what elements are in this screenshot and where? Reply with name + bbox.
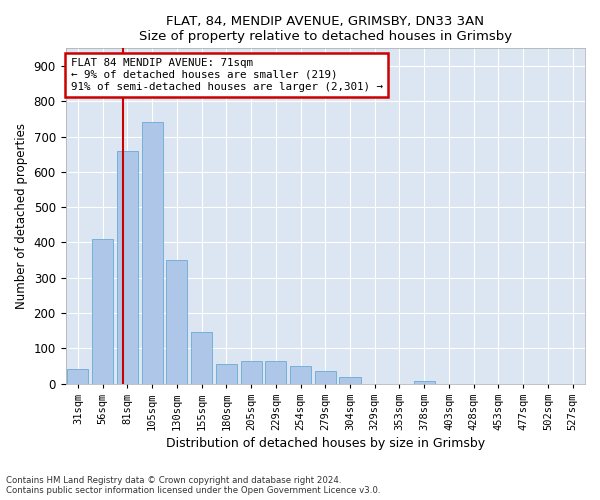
Bar [191,332,212,384]
Bar [241,360,262,384]
Bar [216,364,237,384]
Bar [117,150,138,384]
Bar [142,122,163,384]
Bar [92,239,113,384]
X-axis label: Distribution of detached houses by size in Grimsby: Distribution of detached houses by size … [166,437,485,450]
Bar [290,366,311,384]
Bar [340,377,361,384]
Bar [67,370,88,384]
Bar [166,260,187,384]
Title: FLAT, 84, MENDIP AVENUE, GRIMSBY, DN33 3AN
Size of property relative to detached: FLAT, 84, MENDIP AVENUE, GRIMSBY, DN33 3… [139,15,512,43]
Bar [413,380,435,384]
Text: Contains HM Land Registry data © Crown copyright and database right 2024.
Contai: Contains HM Land Registry data © Crown c… [6,476,380,495]
Bar [315,371,336,384]
Y-axis label: Number of detached properties: Number of detached properties [15,123,28,309]
Text: FLAT 84 MENDIP AVENUE: 71sqm
← 9% of detached houses are smaller (219)
91% of se: FLAT 84 MENDIP AVENUE: 71sqm ← 9% of det… [71,58,383,92]
Bar [265,360,286,384]
